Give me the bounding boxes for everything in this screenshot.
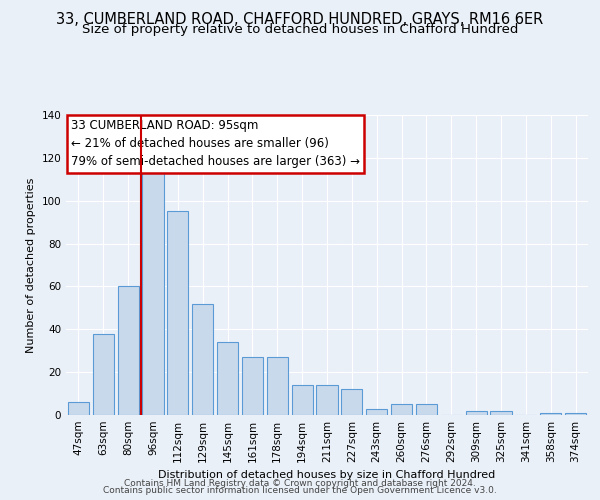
Text: 33 CUMBERLAND ROAD: 95sqm
← 21% of detached houses are smaller (96)
79% of semi-: 33 CUMBERLAND ROAD: 95sqm ← 21% of detac…	[71, 120, 360, 168]
Bar	[391, 404, 412, 415]
Bar	[142, 168, 164, 415]
Bar	[341, 390, 362, 415]
Text: Contains HM Land Registry data © Crown copyright and database right 2024.: Contains HM Land Registry data © Crown c…	[124, 478, 476, 488]
Bar	[540, 413, 561, 415]
Bar	[466, 410, 487, 415]
Text: 33, CUMBERLAND ROAD, CHAFFORD HUNDRED, GRAYS, RM16 6ER: 33, CUMBERLAND ROAD, CHAFFORD HUNDRED, G…	[56, 12, 544, 28]
Bar	[490, 410, 512, 415]
Bar	[217, 342, 238, 415]
Bar	[192, 304, 213, 415]
Bar	[68, 402, 89, 415]
Bar	[167, 212, 188, 415]
Text: Size of property relative to detached houses in Chafford Hundred: Size of property relative to detached ho…	[82, 22, 518, 36]
Bar	[267, 357, 288, 415]
Bar	[292, 385, 313, 415]
Bar	[316, 385, 338, 415]
Bar	[416, 404, 437, 415]
Bar	[242, 357, 263, 415]
Y-axis label: Number of detached properties: Number of detached properties	[26, 178, 36, 352]
Text: Contains public sector information licensed under the Open Government Licence v3: Contains public sector information licen…	[103, 486, 497, 495]
Bar	[565, 413, 586, 415]
X-axis label: Distribution of detached houses by size in Chafford Hundred: Distribution of detached houses by size …	[158, 470, 496, 480]
Bar	[366, 408, 387, 415]
Bar	[93, 334, 114, 415]
Bar	[118, 286, 139, 415]
